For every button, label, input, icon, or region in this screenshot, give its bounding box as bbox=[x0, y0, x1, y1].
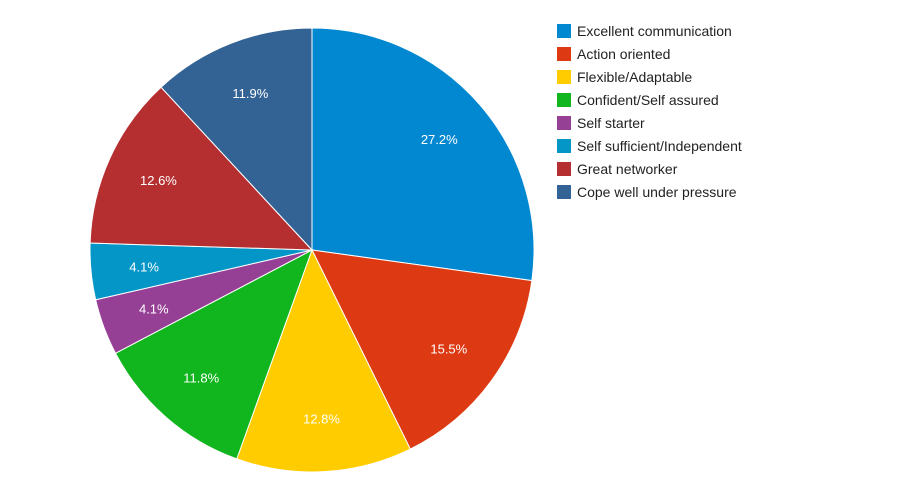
slice-label-confident-self-assured: 11.8% bbox=[183, 370, 219, 385]
slice-label-great-networker: 12.6% bbox=[140, 173, 177, 188]
slice-label-cope-well-under-pressure: 11.9% bbox=[232, 86, 268, 101]
legend-swatch-action-oriented bbox=[557, 47, 571, 61]
pie-slice-great-networker bbox=[89, 86, 314, 251]
legend: Excellent communication Action oriented Fl… bbox=[557, 23, 742, 200]
legend-label-great-networker: Great networker bbox=[577, 161, 678, 177]
legend-label-action-oriented: Action oriented bbox=[577, 46, 670, 62]
pie-slice-cope-well-under-pressure bbox=[160, 27, 313, 252]
pie-slice-flexible-adaptable bbox=[236, 248, 411, 473]
legend-label-excellent-communication: Excellent communication bbox=[577, 23, 732, 39]
pie-slices bbox=[89, 27, 535, 473]
legend-swatch-great-networker bbox=[557, 162, 571, 176]
legend-swatch-flexible-adaptable bbox=[557, 70, 571, 84]
slice-label-flexible-adaptable: 12.8% bbox=[303, 411, 340, 426]
pie-slice-confident-self-assured bbox=[114, 248, 313, 460]
legend-label-confident-self-assured: Confident/Self assured bbox=[577, 92, 719, 108]
legend-label-self-starter: Self starter bbox=[577, 115, 645, 131]
pie-slice-action-oriented bbox=[311, 249, 533, 450]
slice-label-excellent-communication: 27.2% bbox=[421, 132, 458, 147]
slice-label-action-oriented: 15.5% bbox=[430, 342, 467, 357]
pie-slice-labels: 27.2% 15.5% 12.8% 11.8% 4.1% 4.1% 12.6% 11.9% bbox=[129, 86, 467, 427]
slice-label-self-sufficient-independent: 4.1% bbox=[129, 259, 159, 274]
slice-label-self-starter: 4.1% bbox=[139, 302, 169, 317]
legend-label-flexible-adaptable: Flexible/Adaptable bbox=[577, 69, 692, 85]
legend-swatch-cope-well-under-pressure bbox=[557, 185, 571, 199]
pie-slice-excellent-communication bbox=[311, 27, 535, 282]
legend-swatch-excellent-communication bbox=[557, 24, 571, 38]
legend-label-self-sufficient-independent: Self sufficient/Independent bbox=[577, 138, 742, 154]
legend-swatch-self-starter bbox=[557, 116, 571, 130]
legend-swatch-self-sufficient-independent bbox=[557, 139, 571, 153]
legend-label-cope-well-under-pressure: Cope well under pressure bbox=[577, 184, 737, 200]
legend-swatch-confident-self-assured bbox=[557, 93, 571, 107]
